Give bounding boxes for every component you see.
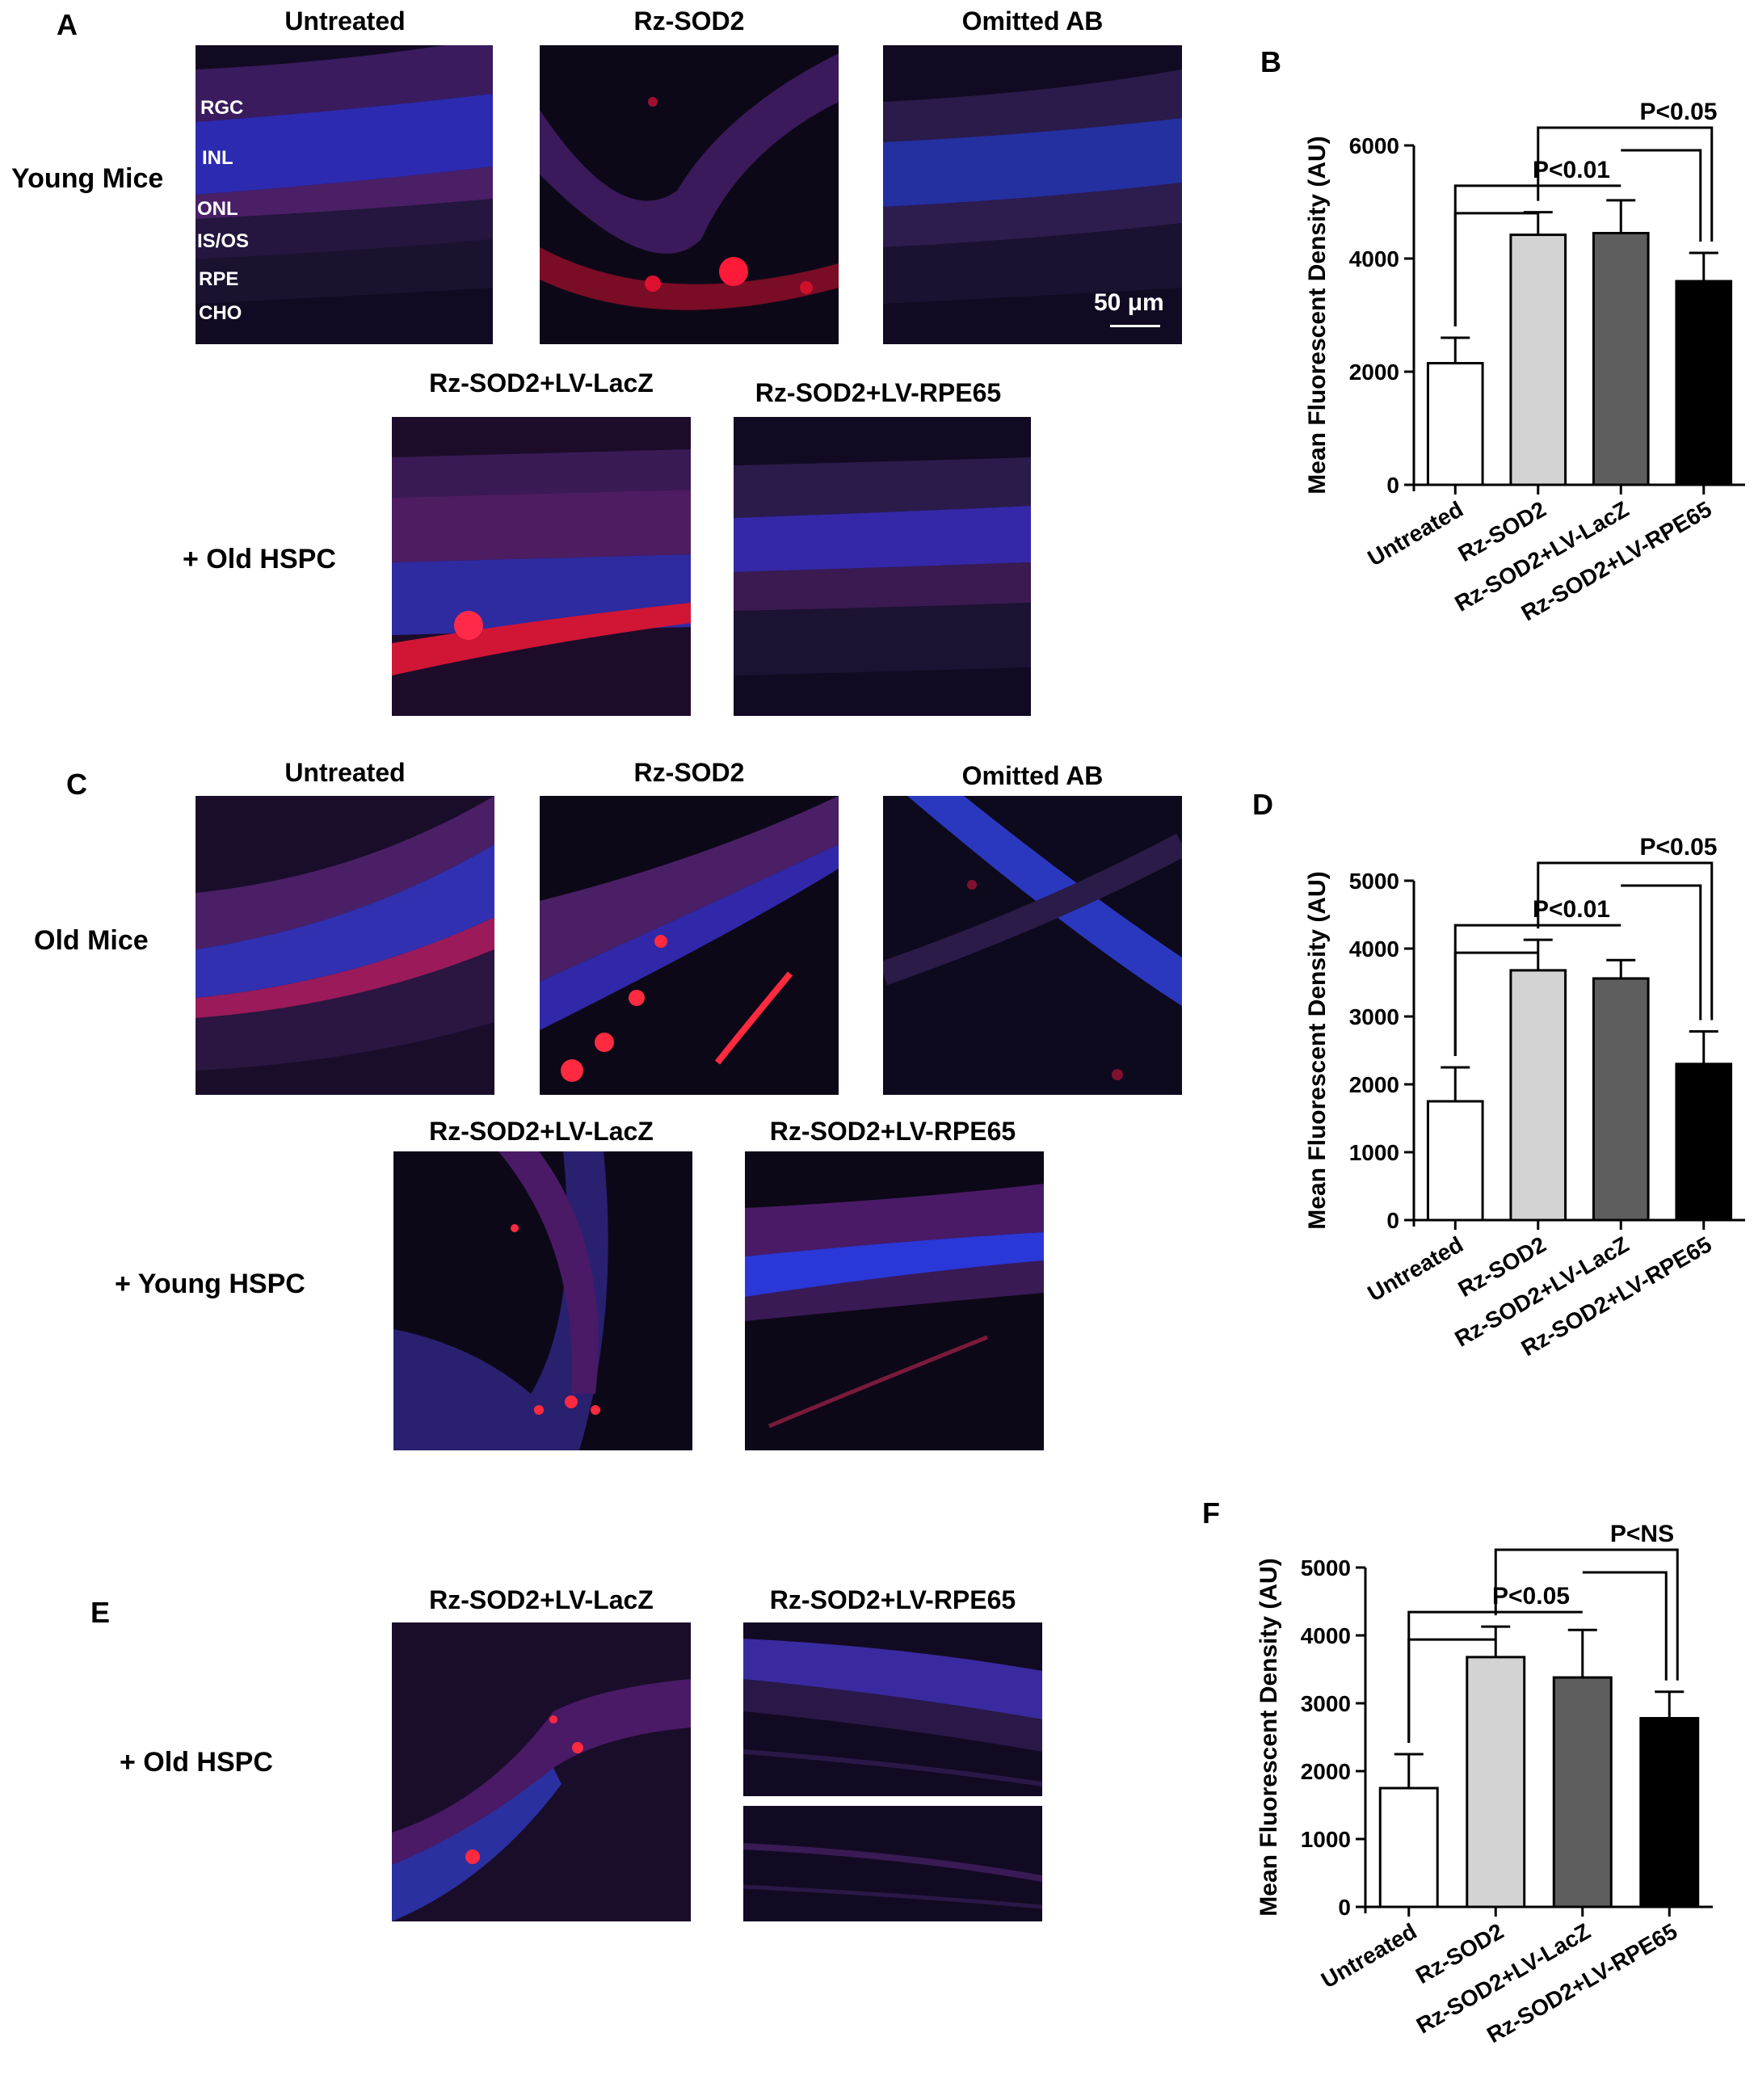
significance-label: P<0.05 — [1492, 1583, 1570, 1610]
y-tick-label: 0 — [1386, 1208, 1399, 1233]
y-axis-label: Mean Fluorescent Density (AU) — [1304, 136, 1331, 494]
layer-label-rpe: RPE — [199, 268, 239, 290]
e-hspc-title-rpe65: Rz-SOD2+LV-RPE65 — [769, 1585, 1016, 1614]
panel-letter-e: E — [90, 1596, 111, 1629]
micrograph-e-hspc-rpe65-top — [743, 1622, 1042, 1796]
row-label-old-hspc: + Old HSPC — [183, 544, 336, 574]
micrograph-c-rz-sod2 — [540, 796, 839, 1095]
chart-b: 0 2000 4000 6000 Mean Fluorescent Density (A… — [1260, 81, 1753, 663]
y-tick-label: 1000 — [1349, 1140, 1399, 1165]
y-tick-label: 6000 — [1349, 133, 1399, 158]
micrograph-a-omitted-ab — [883, 45, 1182, 344]
bar-rz-sod2-lv-lacz — [1552, 1676, 1613, 1909]
layer-label-is-os: IS/OS — [197, 230, 250, 252]
significance-bracket — [1621, 149, 1702, 242]
x-tick-label: Untreated — [1364, 1231, 1468, 1306]
hspc-title-lacz: Rz-SOD2+LV-LacZ — [429, 368, 654, 398]
c-col-title-omitted-ab: Omitted AB — [961, 761, 1104, 790]
chart-f-svg: 0 1000 2000 3000 4000 5000 Mean Fluorescent De… — [1256, 1521, 1713, 2047]
significance-label: P<0.01 — [1533, 157, 1610, 183]
significance-label: P<NS — [1610, 1521, 1674, 1547]
y-tick-label: 2000 — [1349, 360, 1399, 385]
y-tick-label: 5000 — [1301, 1555, 1351, 1580]
significance-bracket — [1453, 184, 1622, 326]
bar-untreated — [1426, 362, 1484, 486]
y-tick-label: 3000 — [1349, 1004, 1399, 1029]
chart-b-svg: 0 2000 4000 6000 Mean Fluorescent Density (A… — [1304, 99, 1745, 625]
y-tick-label: 4000 — [1301, 1623, 1351, 1648]
significance-bracket — [1494, 1548, 1679, 1681]
row-label-young-hspc: + Young HSPC — [115, 1269, 305, 1299]
panel-letter-b: B — [1260, 45, 1281, 78]
micrograph-c-omitted-ab — [883, 796, 1182, 1095]
e-hspc-title-lacz: Rz-SOD2+LV-LacZ — [429, 1585, 654, 1614]
x-tick-label: Untreated — [1364, 496, 1468, 570]
panel-letter-f: F — [1202, 1496, 1220, 1530]
significance-label: P<0.01 — [1533, 896, 1610, 923]
panel-letter-d: D — [1252, 788, 1273, 821]
significance-label: P<0.05 — [1640, 834, 1718, 861]
y-tick-label: 4000 — [1349, 246, 1399, 271]
layer-label-inl: INL — [202, 147, 233, 169]
layer-label-onl: ONL — [197, 198, 238, 220]
scale-bar — [1110, 325, 1160, 327]
layer-label-cho: CHO — [199, 302, 242, 324]
bar-untreated — [1426, 1100, 1484, 1222]
c-col-title-untreated: Untreated — [284, 758, 406, 787]
micrograph-a-hspc-lacz — [392, 417, 691, 716]
bar-rz-sod2 — [1509, 969, 1567, 1222]
micrograph-c-hspc-lacz — [393, 1151, 692, 1450]
scale-bar-label: 50 μm — [1094, 289, 1164, 316]
col-title-omitted-ab: Omitted AB — [961, 6, 1104, 36]
y-axis-label: Mean Fluorescent Density (AU) — [1304, 871, 1331, 1229]
significance-label: P<0.05 — [1640, 99, 1718, 125]
y-tick-label: 2000 — [1349, 1072, 1399, 1097]
bar-rz-sod2 — [1509, 234, 1567, 486]
y-tick-label: 3000 — [1301, 1691, 1351, 1716]
bar-rz-sod2-lv-lacz — [1592, 977, 1650, 1222]
hspc-title-rpe65: Rz-SOD2+LV-RPE65 — [755, 378, 1002, 407]
micrograph-a-untreated — [196, 45, 493, 344]
micrograph-c-hspc-rpe65 — [745, 1151, 1044, 1450]
y-axis-label: Mean Fluorescent Density (AU) — [1256, 1558, 1282, 1916]
panel-letter-c: C — [66, 768, 87, 801]
row-label-old-mice: Old Mice — [34, 925, 149, 956]
y-tick-label: 5000 — [1349, 869, 1399, 894]
y-tick-label: 4000 — [1349, 936, 1399, 962]
y-tick-label: 1000 — [1301, 1827, 1351, 1852]
bar-untreated — [1378, 1786, 1439, 1909]
c-hspc-title-rpe65: Rz-SOD2+LV-RPE65 — [769, 1117, 1016, 1146]
significance-bracket — [1537, 861, 1714, 1021]
chart-f: 0 1000 2000 3000 4000 5000 Mean Fluorescent De… — [1228, 1495, 1753, 2097]
bar-rz-sod2-lv-rpe65 — [1639, 1716, 1700, 1909]
row-label-young-mice: Young Mice — [11, 163, 164, 194]
bar-rz-sod2-lv-lacz — [1592, 232, 1650, 486]
micrograph-a-hspc-rpe65 — [734, 417, 1031, 716]
x-tick-label: Untreated — [1317, 1918, 1421, 1993]
panel-letter-a: A — [57, 8, 78, 41]
bar-rz-sod2 — [1466, 1656, 1526, 1909]
chart-d: 0 1000 2000 3000 4000 5000 Mean Fluorescent De… — [1260, 808, 1753, 1422]
chart-d-svg: 0 1000 2000 3000 4000 5000 Mean Fluorescent De… — [1304, 834, 1745, 1361]
y-tick-label: 0 — [1338, 1895, 1351, 1920]
bar-rz-sod2-lv-rpe65 — [1675, 280, 1733, 486]
significance-bracket — [1537, 126, 1714, 242]
col-title-untreated: Untreated — [284, 6, 406, 36]
layer-label-rgc: RGC — [200, 97, 244, 119]
y-tick-label: 2000 — [1301, 1759, 1351, 1784]
micrograph-c-untreated — [196, 796, 494, 1095]
bar-rz-sod2-lv-rpe65 — [1675, 1063, 1733, 1222]
col-title-rz-sod2: Rz-SOD2 — [633, 6, 745, 36]
significance-bracket — [1582, 1571, 1668, 1681]
c-hspc-title-lacz: Rz-SOD2+LV-LacZ — [429, 1117, 654, 1146]
e-row-label-old-hspc: + Old HSPC — [120, 1747, 273, 1778]
micrograph-e-hspc-rpe65-bottom — [743, 1806, 1042, 1921]
y-tick-label: 0 — [1386, 473, 1399, 498]
significance-bracket — [1621, 884, 1702, 1021]
micrograph-e-hspc-lacz — [392, 1622, 691, 1921]
significance-bracket — [1453, 924, 1622, 1056]
micrograph-a-rz-sod2 — [540, 45, 839, 344]
significance-bracket — [1407, 1610, 1583, 1743]
c-col-title-rz-sod2: Rz-SOD2 — [633, 758, 745, 787]
